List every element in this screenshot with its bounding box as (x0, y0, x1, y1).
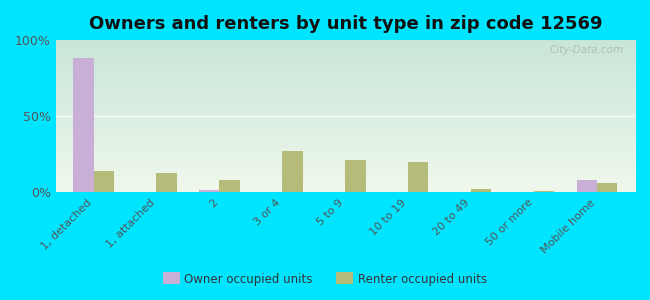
Bar (345, 160, 365, 192)
Bar (73, 58, 94, 192)
Bar (408, 162, 428, 192)
Bar (282, 151, 302, 192)
Bar (471, 189, 491, 192)
Bar (577, 180, 597, 192)
Title: Owners and renters by unit type in zip code 12569: Owners and renters by unit type in zip c… (88, 15, 602, 33)
Text: City-Data.com: City-Data.com (549, 45, 623, 55)
Bar (534, 191, 554, 192)
Legend: Owner occupied units, Renter occupied units: Owner occupied units, Renter occupied un… (159, 269, 491, 291)
Bar (94, 171, 114, 192)
Bar (597, 183, 618, 192)
Bar (157, 172, 177, 192)
Bar (200, 190, 220, 192)
Bar (220, 180, 240, 192)
